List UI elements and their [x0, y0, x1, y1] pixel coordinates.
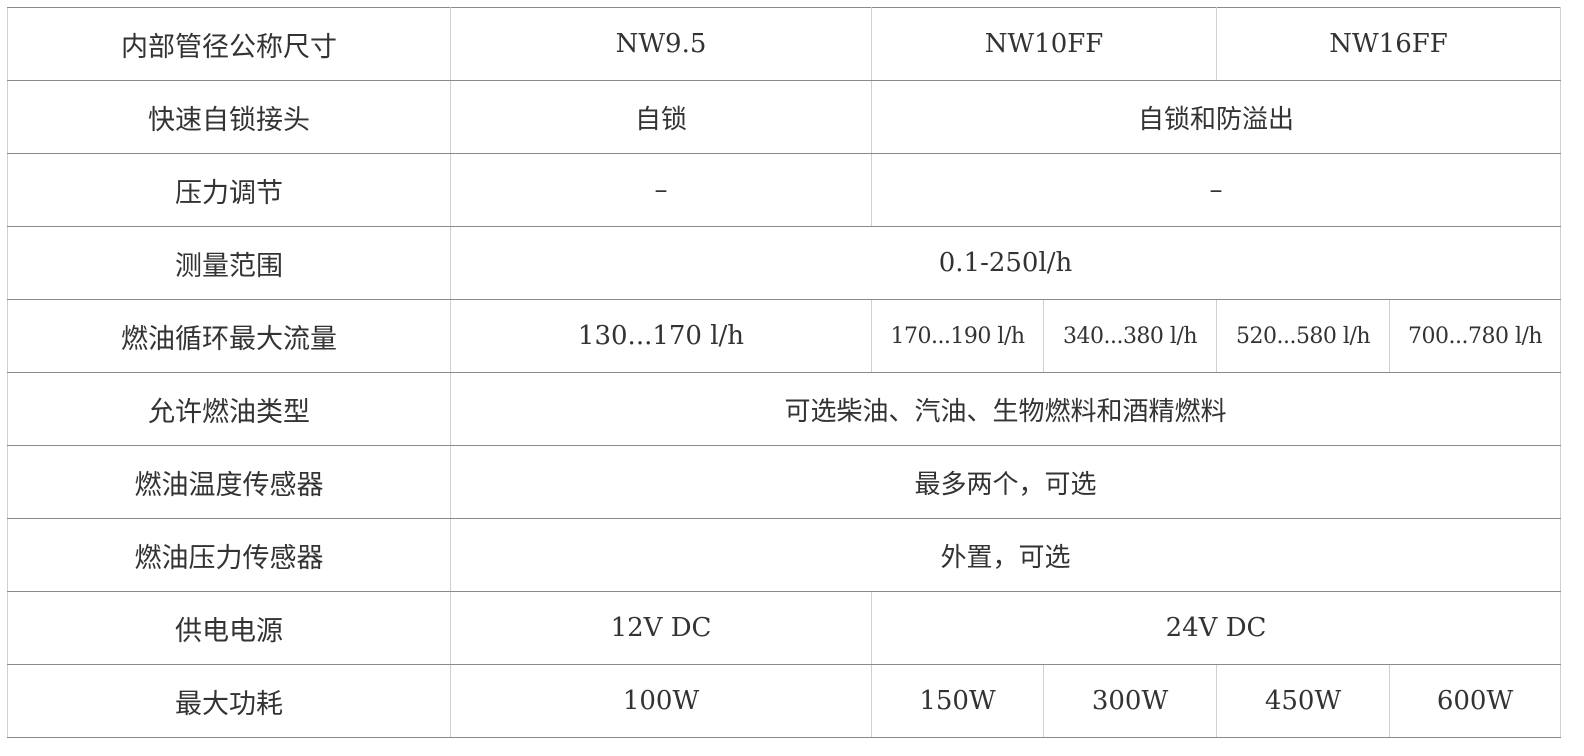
row-label: 供电电源 — [7, 591, 451, 665]
table-cell: 可选柴油、汽油、生物燃料和酒精燃料 — [449, 372, 1562, 446]
table-cell: 450W — [1216, 664, 1391, 738]
table-cell: 300W — [1042, 664, 1218, 738]
row-label: 允许燃油类型 — [7, 372, 451, 446]
table-cell: 自锁 — [450, 80, 872, 154]
spec-table: 内部管径公称尺寸 NW9.5 NW10FF NW16FF 快速自锁接头 自锁 自… — [7, 7, 1562, 738]
table-row: 允许燃油类型 可选柴油、汽油、生物燃料和酒精燃料 — [7, 372, 1562, 446]
table-row: 燃油温度传感器 最多两个，可选 — [7, 445, 1562, 519]
row-label: 燃油循环最大流量 — [7, 299, 451, 373]
table-row: 燃油压力传感器 外置，可选 — [7, 518, 1562, 592]
row-label: 测量范围 — [7, 226, 451, 300]
row-label: 快速自锁接头 — [7, 80, 451, 154]
table-cell: 340...380 l/h — [1042, 299, 1218, 373]
table-cell: 外置，可选 — [449, 518, 1562, 592]
row-label: 燃油温度传感器 — [7, 445, 451, 519]
table-cell: 0.1-250l/h — [449, 226, 1562, 300]
table-cell: 24V DC — [870, 591, 1562, 665]
table-cell: 自锁和防溢出 — [870, 80, 1562, 154]
table-cell: – — [450, 153, 872, 227]
row-label: 最大功耗 — [7, 664, 451, 738]
table-cell: NW10FF — [870, 7, 1218, 81]
table-cell: – — [870, 153, 1562, 227]
table-row: 内部管径公称尺寸 NW9.5 NW10FF NW16FF — [7, 7, 1562, 81]
table-cell: 700...780 l/h — [1389, 299, 1562, 373]
row-label: 压力调节 — [7, 153, 451, 227]
table-row: 最大功耗 100W 150W 300W 450W 600W — [7, 664, 1562, 738]
table-cell: 520...580 l/h — [1216, 299, 1391, 373]
table-cell: NW16FF — [1216, 7, 1562, 81]
table-row: 快速自锁接头 自锁 自锁和防溢出 — [7, 80, 1562, 154]
table-row: 供电电源 12V DC 24V DC — [7, 591, 1562, 665]
table-cell: 100W — [450, 664, 872, 738]
row-label: 燃油压力传感器 — [7, 518, 451, 592]
table-cell: NW9.5 — [450, 7, 872, 81]
table-cell: 130...170 l/h — [450, 299, 872, 373]
table-cell: 150W — [871, 664, 1044, 738]
table-row: 燃油循环最大流量 130...170 l/h 170...190 l/h 340… — [7, 299, 1562, 373]
table-cell: 170...190 l/h — [871, 299, 1044, 373]
table-row: 压力调节 – – — [7, 153, 1562, 227]
table-cell: 600W — [1389, 664, 1562, 738]
table-cell: 12V DC — [450, 591, 872, 665]
table-row: 测量范围 0.1-250l/h — [7, 226, 1562, 300]
row-label: 内部管径公称尺寸 — [7, 7, 451, 81]
table-cell: 最多两个，可选 — [449, 445, 1562, 519]
